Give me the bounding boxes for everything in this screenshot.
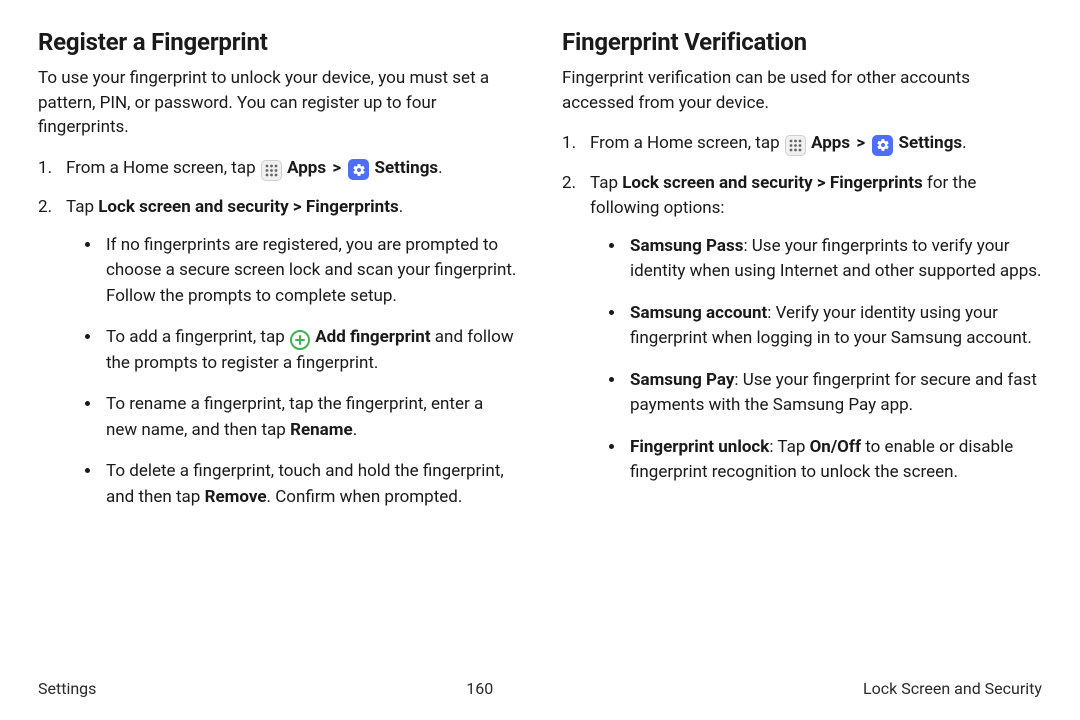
bullet-item: To add a fingerprint, tap Add fingerprin… <box>102 325 518 376</box>
settings-icon <box>872 135 893 156</box>
left-intro: To use your fingerprint to unlock your d… <box>38 66 518 140</box>
remove-label: Remove <box>205 487 267 507</box>
bullet-item: To delete a fingerprint, touch and hold … <box>102 459 518 510</box>
left-bullets: If no fingerprints are registered, you a… <box>66 233 518 511</box>
settings-icon <box>348 159 369 180</box>
right-bullets: Samsung Pass: Use your fingerprints to v… <box>590 234 1042 486</box>
chevron-icon: > <box>856 133 865 153</box>
step-text: Tap <box>66 197 98 217</box>
option-mid: : Tap <box>769 437 809 457</box>
chevron-icon: > <box>332 158 341 178</box>
option-name: Fingerprint unlock <box>630 437 769 457</box>
left-step-1: From a Home screen, tap Apps > Settings. <box>38 156 518 182</box>
content-columns: Register a Fingerprint To use your finge… <box>38 28 1042 671</box>
footer-left: Settings <box>38 679 96 698</box>
right-column: Fingerprint Verification Fingerprint ver… <box>562 28 1042 671</box>
step-suffix: . <box>438 158 442 178</box>
right-heading: Fingerprint Verification <box>562 28 1042 56</box>
footer-right: Lock Screen and Security <box>863 679 1042 698</box>
rename-label: Rename <box>290 420 353 440</box>
bullet-item: To rename a fingerprint, tap the fingerp… <box>102 392 518 443</box>
step-text: From a Home screen, tap <box>66 158 260 178</box>
right-steps: From a Home screen, tap Apps > Settings.… <box>562 131 1042 486</box>
step-text: Tap <box>590 173 622 193</box>
left-steps: From a Home screen, tap Apps > Settings.… <box>38 156 518 511</box>
apps-icon <box>785 135 806 156</box>
bullet-item: If no fingerprints are registered, you a… <box>102 233 518 310</box>
settings-label: Settings <box>375 158 439 178</box>
left-column: Register a Fingerprint To use your finge… <box>38 28 518 671</box>
bullet-item: Samsung Pay: Use your fingerprint for se… <box>626 368 1042 419</box>
step-suffix: . <box>962 133 966 153</box>
page-footer: Settings 160 Lock Screen and Security <box>38 671 1042 698</box>
add-icon <box>290 330 310 350</box>
option-name: Samsung Pass <box>630 236 743 256</box>
right-step-1: From a Home screen, tap Apps > Settings. <box>562 131 1042 157</box>
bullet-text: To add a fingerprint, tap <box>106 327 289 347</box>
bullet-item: Samsung account: Verify your identity us… <box>626 301 1042 352</box>
bullet-suffix: . Confirm when prompted. <box>267 487 463 507</box>
option-name: Samsung Pay <box>630 370 734 390</box>
left-heading: Register a Fingerprint <box>38 28 518 56</box>
add-fingerprint-label: Add fingerprint <box>315 327 430 347</box>
apps-label: Apps <box>287 158 326 178</box>
left-step-2: Tap Lock screen and security > Fingerpri… <box>38 195 518 510</box>
right-intro: Fingerprint verification can be used for… <box>562 66 1042 115</box>
apps-label: Apps <box>811 133 850 153</box>
nav-path: Lock screen and security > Fingerprints <box>622 173 922 193</box>
onoff-label: On/Off <box>810 437 861 457</box>
bullet-item: Fingerprint unlock: Tap On/Off to enable… <box>626 435 1042 486</box>
bullet-suffix: . <box>353 420 357 440</box>
bullet-item: Samsung Pass: Use your fingerprints to v… <box>626 234 1042 285</box>
nav-path: Lock screen and security > Fingerprints <box>98 197 398 217</box>
footer-page-number: 160 <box>466 679 493 698</box>
step-suffix: . <box>399 197 403 217</box>
option-name: Samsung account <box>630 303 767 323</box>
step-text: From a Home screen, tap <box>590 133 784 153</box>
right-step-2: Tap Lock screen and security > Fingerpri… <box>562 171 1042 486</box>
apps-icon <box>261 160 282 181</box>
settings-label: Settings <box>899 133 963 153</box>
